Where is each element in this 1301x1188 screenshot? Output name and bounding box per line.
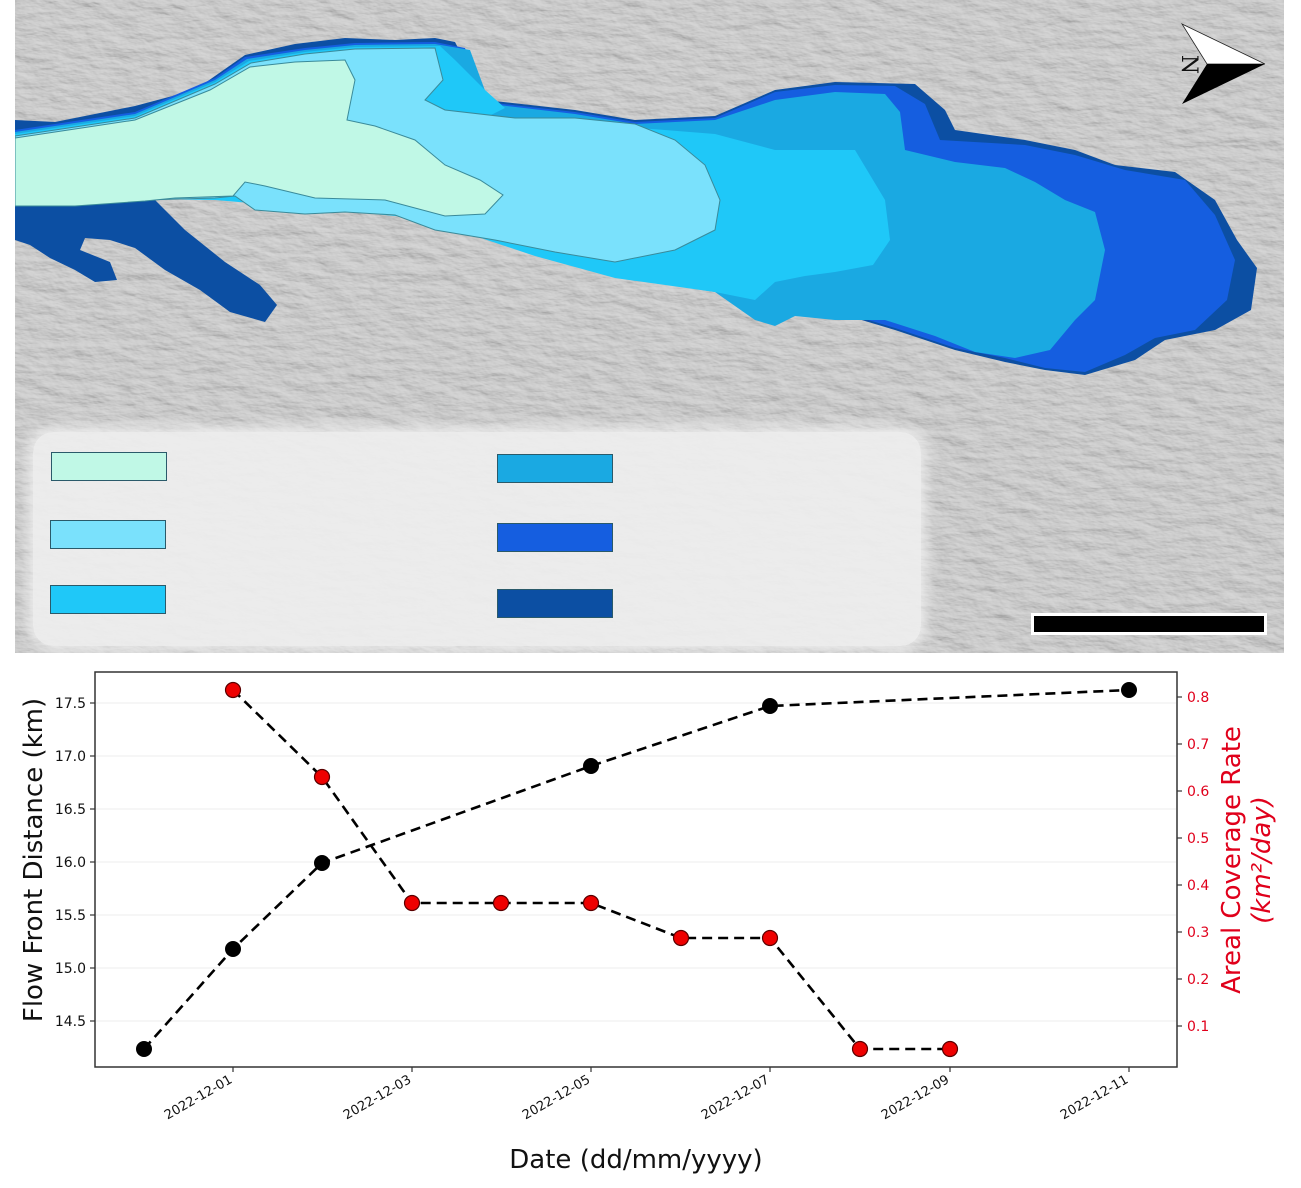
grid-lines	[96, 702, 1176, 1022]
svg-text:0.1: 0.1	[1187, 1019, 1209, 1035]
svg-text:0.4: 0.4	[1187, 878, 1209, 894]
svg-text:2022-12-01: 2022-12-01	[162, 1072, 235, 1123]
legend-swatch-3	[50, 585, 166, 614]
flow-extent-polygons	[15, 0, 1284, 653]
svg-text:14.5: 14.5	[55, 1014, 86, 1030]
right-y-tick-labels: 0.8 0.7 0.6 0.5 0.4 0.3 0.2 0.1	[1187, 690, 1209, 1035]
north-arrow: N	[1176, 22, 1269, 106]
legend-swatch-5	[497, 523, 613, 552]
north-arrow-label: N	[1176, 54, 1202, 75]
series-flow-front-distance	[136, 682, 1137, 1057]
svg-text:2022-12-05: 2022-12-05	[520, 1072, 593, 1123]
svg-text:15.5: 15.5	[55, 908, 86, 924]
svg-text:0.2: 0.2	[1187, 972, 1209, 988]
svg-text:0.8: 0.8	[1187, 690, 1209, 706]
scale-bar	[1031, 613, 1267, 635]
plot-frame	[94, 671, 1178, 1068]
right-y-ticks	[1177, 696, 1182, 1027]
north-arrow-icon	[1180, 23, 1266, 104]
svg-text:0.6: 0.6	[1187, 784, 1209, 800]
x-tick-labels: 2022-12-01 2022-12-03 2022-12-05 2022-12…	[162, 1072, 1131, 1123]
svg-text:0.7: 0.7	[1187, 737, 1209, 753]
left-y-ticks	[90, 702, 95, 1022]
series-areal-coverage-rate	[224, 681, 959, 1058]
svg-text:17.5: 17.5	[55, 696, 86, 712]
x-ticks	[232, 1067, 1130, 1072]
y-axis-label-right-line1: Areal Coverage Rate	[1217, 726, 1247, 994]
legend-swatch-1	[51, 452, 167, 481]
left-y-tick-labels: 17.5 17.0 16.5 16.0 15.5 15.0 14.5	[55, 696, 86, 1030]
svg-text:0.3: 0.3	[1187, 925, 1209, 941]
svg-text:15.0: 15.0	[55, 961, 86, 977]
time-series-chart: 17.5 17.0 16.5 16.0 15.5 15.0 14.5 0.8 0…	[55, 671, 1209, 1123]
svg-text:2022-12-03: 2022-12-03	[341, 1072, 414, 1123]
legend-swatch-4	[497, 454, 613, 483]
flow-extent-1	[15, 59, 504, 217]
x-axis-label: Date (dd/mm/yyyy)	[509, 1145, 763, 1175]
svg-text:2022-12-11: 2022-12-11	[1058, 1072, 1131, 1123]
map-legend	[33, 432, 921, 646]
svg-text:0.5: 0.5	[1187, 831, 1209, 847]
y-axis-label-right-line2: (km²/day)	[1247, 796, 1277, 924]
svg-text:16.0: 16.0	[55, 855, 86, 871]
legend-swatch-6	[497, 589, 613, 618]
legend-swatch-2	[50, 520, 166, 549]
y-axis-label-right: Areal Coverage Rate (km²/day)	[1217, 726, 1277, 994]
lava-flow-map: N	[15, 0, 1284, 653]
y-axis-label-left: Flow Front Distance (km)	[19, 697, 49, 1023]
svg-text:16.5: 16.5	[55, 802, 86, 818]
svg-text:17.0: 17.0	[55, 749, 86, 765]
svg-text:2022-12-07: 2022-12-07	[699, 1072, 772, 1123]
svg-text:2022-12-09: 2022-12-09	[879, 1072, 952, 1123]
